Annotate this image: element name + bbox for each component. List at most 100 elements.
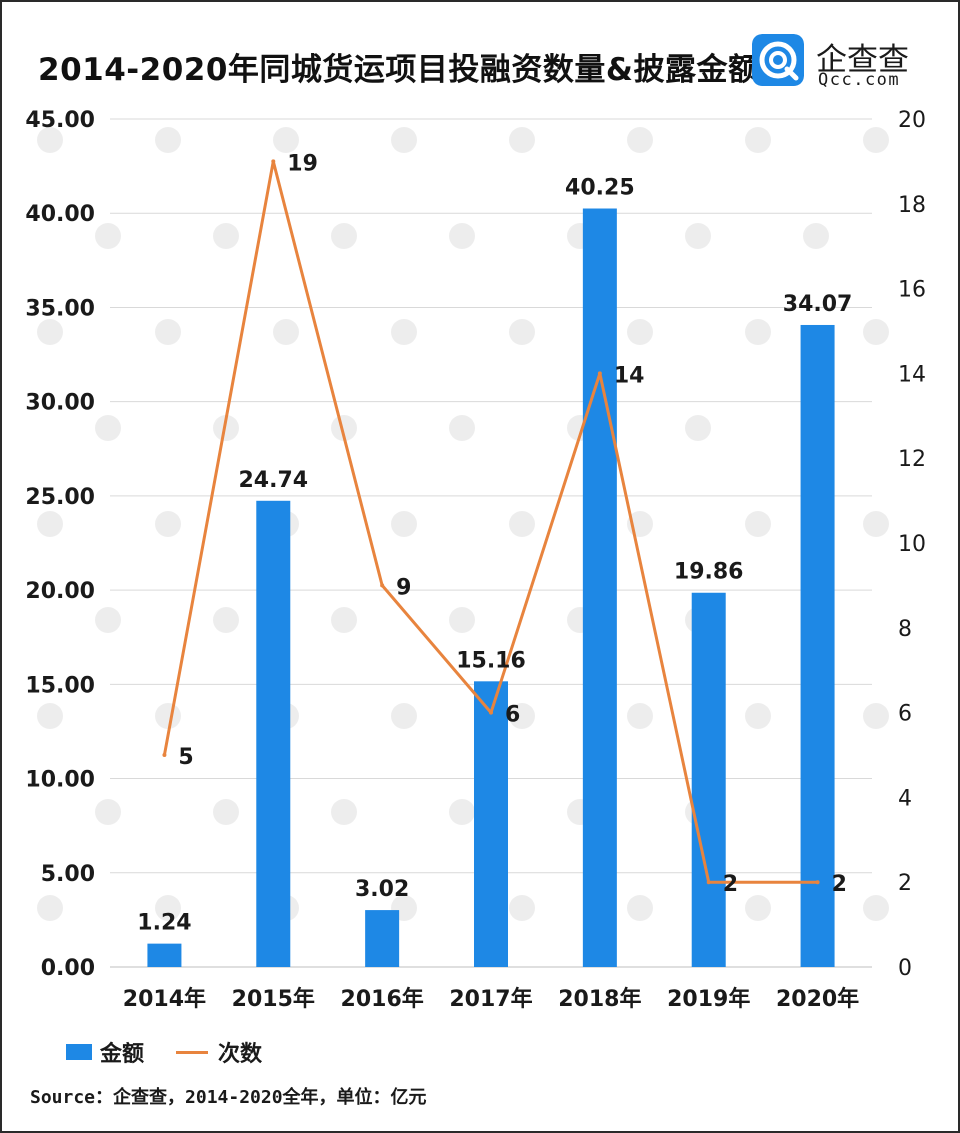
right-tick-label: 4 bbox=[898, 786, 912, 811]
watermark-mark bbox=[449, 415, 475, 441]
line-point bbox=[380, 583, 385, 588]
qcc-logo-icon bbox=[752, 34, 804, 86]
watermark-mark bbox=[37, 511, 63, 537]
watermark-mark bbox=[37, 895, 63, 921]
watermark-mark bbox=[509, 511, 535, 537]
line-value-label: 19 bbox=[287, 151, 318, 176]
watermark-mark bbox=[745, 703, 771, 729]
bar bbox=[800, 324, 835, 967]
watermark-mark bbox=[803, 223, 829, 249]
qcc-logo: 企查查 Qcc.com bbox=[752, 34, 932, 90]
watermark-mark bbox=[273, 127, 299, 153]
line-value-label: 9 bbox=[396, 575, 411, 600]
watermark-mark bbox=[509, 127, 535, 153]
left-tick-label: 25.00 bbox=[25, 485, 95, 510]
watermark-mark bbox=[509, 319, 535, 345]
line-point bbox=[706, 880, 711, 885]
watermark-mark bbox=[213, 223, 239, 249]
watermark-mark bbox=[213, 607, 239, 633]
left-tick-label: 35.00 bbox=[25, 296, 95, 321]
watermark-mark bbox=[745, 511, 771, 537]
watermark-mark bbox=[155, 895, 181, 921]
left-tick-label: 5.00 bbox=[41, 862, 95, 887]
watermark-mark bbox=[509, 895, 535, 921]
left-tick-label: 20.00 bbox=[25, 579, 95, 604]
bar-value-label: 24.74 bbox=[238, 468, 308, 493]
left-tick-label: 30.00 bbox=[25, 391, 95, 416]
watermark-mark bbox=[863, 511, 889, 537]
right-tick-label: 8 bbox=[898, 617, 912, 642]
watermark-mark bbox=[685, 415, 711, 441]
line-value-label: 6 bbox=[505, 703, 520, 728]
bar bbox=[474, 681, 508, 967]
line-point bbox=[489, 710, 493, 715]
line-value-label: 5 bbox=[178, 745, 193, 770]
chart-title: 2014-2020年同城货运项目投融资数量&披露金额 bbox=[38, 52, 760, 88]
left-tick-label: 0.00 bbox=[41, 956, 95, 981]
watermark-mark bbox=[745, 319, 771, 345]
watermark-mark bbox=[95, 415, 121, 441]
line-point bbox=[597, 371, 602, 376]
watermark-mark bbox=[449, 799, 475, 825]
right-tick-label: 14 bbox=[898, 362, 926, 387]
line-point bbox=[162, 753, 167, 757]
watermark-mark bbox=[685, 223, 711, 249]
right-tick-label: 18 bbox=[898, 193, 926, 218]
line-point bbox=[271, 159, 276, 164]
right-tick-label: 16 bbox=[898, 278, 926, 303]
watermark-layer bbox=[37, 127, 889, 921]
watermark-mark bbox=[95, 799, 121, 825]
x-tick-label: 2019年 bbox=[667, 986, 750, 1012]
watermark-mark bbox=[95, 223, 121, 249]
bar bbox=[365, 910, 400, 967]
left-tick-label: 10.00 bbox=[25, 768, 95, 793]
x-tick-label: 2014年 bbox=[123, 986, 206, 1012]
left-tick-label: 40.00 bbox=[25, 202, 95, 227]
bar bbox=[582, 208, 617, 967]
right-tick-label: 10 bbox=[898, 532, 926, 557]
bar bbox=[256, 500, 291, 967]
logo-domain: Qcc.com bbox=[818, 70, 901, 90]
x-tick-label: 2016年 bbox=[341, 986, 424, 1012]
watermark-mark bbox=[213, 799, 239, 825]
left-axis: 0.00 5.00 10.00 15.00 20.00 25.00 30.00 35.00 40… bbox=[25, 108, 95, 981]
watermark-mark bbox=[863, 703, 889, 729]
left-tick-label: 15.00 bbox=[25, 673, 95, 698]
watermark-mark bbox=[863, 895, 889, 921]
x-tick-label: 2015年 bbox=[232, 986, 315, 1012]
x-tick-label: 2017年 bbox=[449, 986, 532, 1012]
watermark-mark bbox=[391, 511, 417, 537]
watermark-mark bbox=[391, 127, 417, 153]
bar-value-label: 15.16 bbox=[456, 648, 526, 673]
bar-value-label: 40.25 bbox=[565, 176, 635, 201]
legend-line-swatch bbox=[176, 1051, 208, 1054]
bar-value-label: 1.24 bbox=[137, 911, 191, 936]
right-tick-label: 0 bbox=[898, 956, 912, 981]
watermark-mark bbox=[155, 319, 181, 345]
watermark-mark bbox=[509, 703, 535, 729]
watermark-mark bbox=[155, 127, 181, 153]
bar bbox=[691, 592, 726, 967]
watermark-mark bbox=[863, 127, 889, 153]
bar-value-label: 19.86 bbox=[674, 560, 744, 585]
right-axis: 0 2 4 6 8 10 12 14 16 18 20 bbox=[898, 108, 926, 981]
legend-bar-swatch bbox=[66, 1044, 92, 1060]
bar-value-labels: 1.24 24.74 3.02 15.16 40.25 19.86 34.07 bbox=[137, 176, 852, 936]
watermark-mark bbox=[331, 415, 357, 441]
watermark-mark bbox=[95, 607, 121, 633]
watermark-mark bbox=[449, 607, 475, 633]
watermark-mark bbox=[627, 703, 653, 729]
watermark-mark bbox=[627, 895, 653, 921]
right-tick-label: 6 bbox=[898, 702, 912, 727]
watermark-mark bbox=[213, 415, 239, 441]
source-note: Source：企查查，2014-2020全年，单位：亿元 bbox=[30, 1087, 427, 1108]
watermark-mark bbox=[745, 895, 771, 921]
line-point bbox=[815, 880, 820, 885]
right-tick-label: 12 bbox=[898, 447, 926, 472]
right-tick-label: 2 bbox=[898, 871, 912, 896]
watermark-mark bbox=[391, 703, 417, 729]
left-tick-label: 45.00 bbox=[25, 108, 95, 133]
line-value-label: 14 bbox=[614, 363, 645, 388]
bar-series bbox=[147, 208, 835, 967]
